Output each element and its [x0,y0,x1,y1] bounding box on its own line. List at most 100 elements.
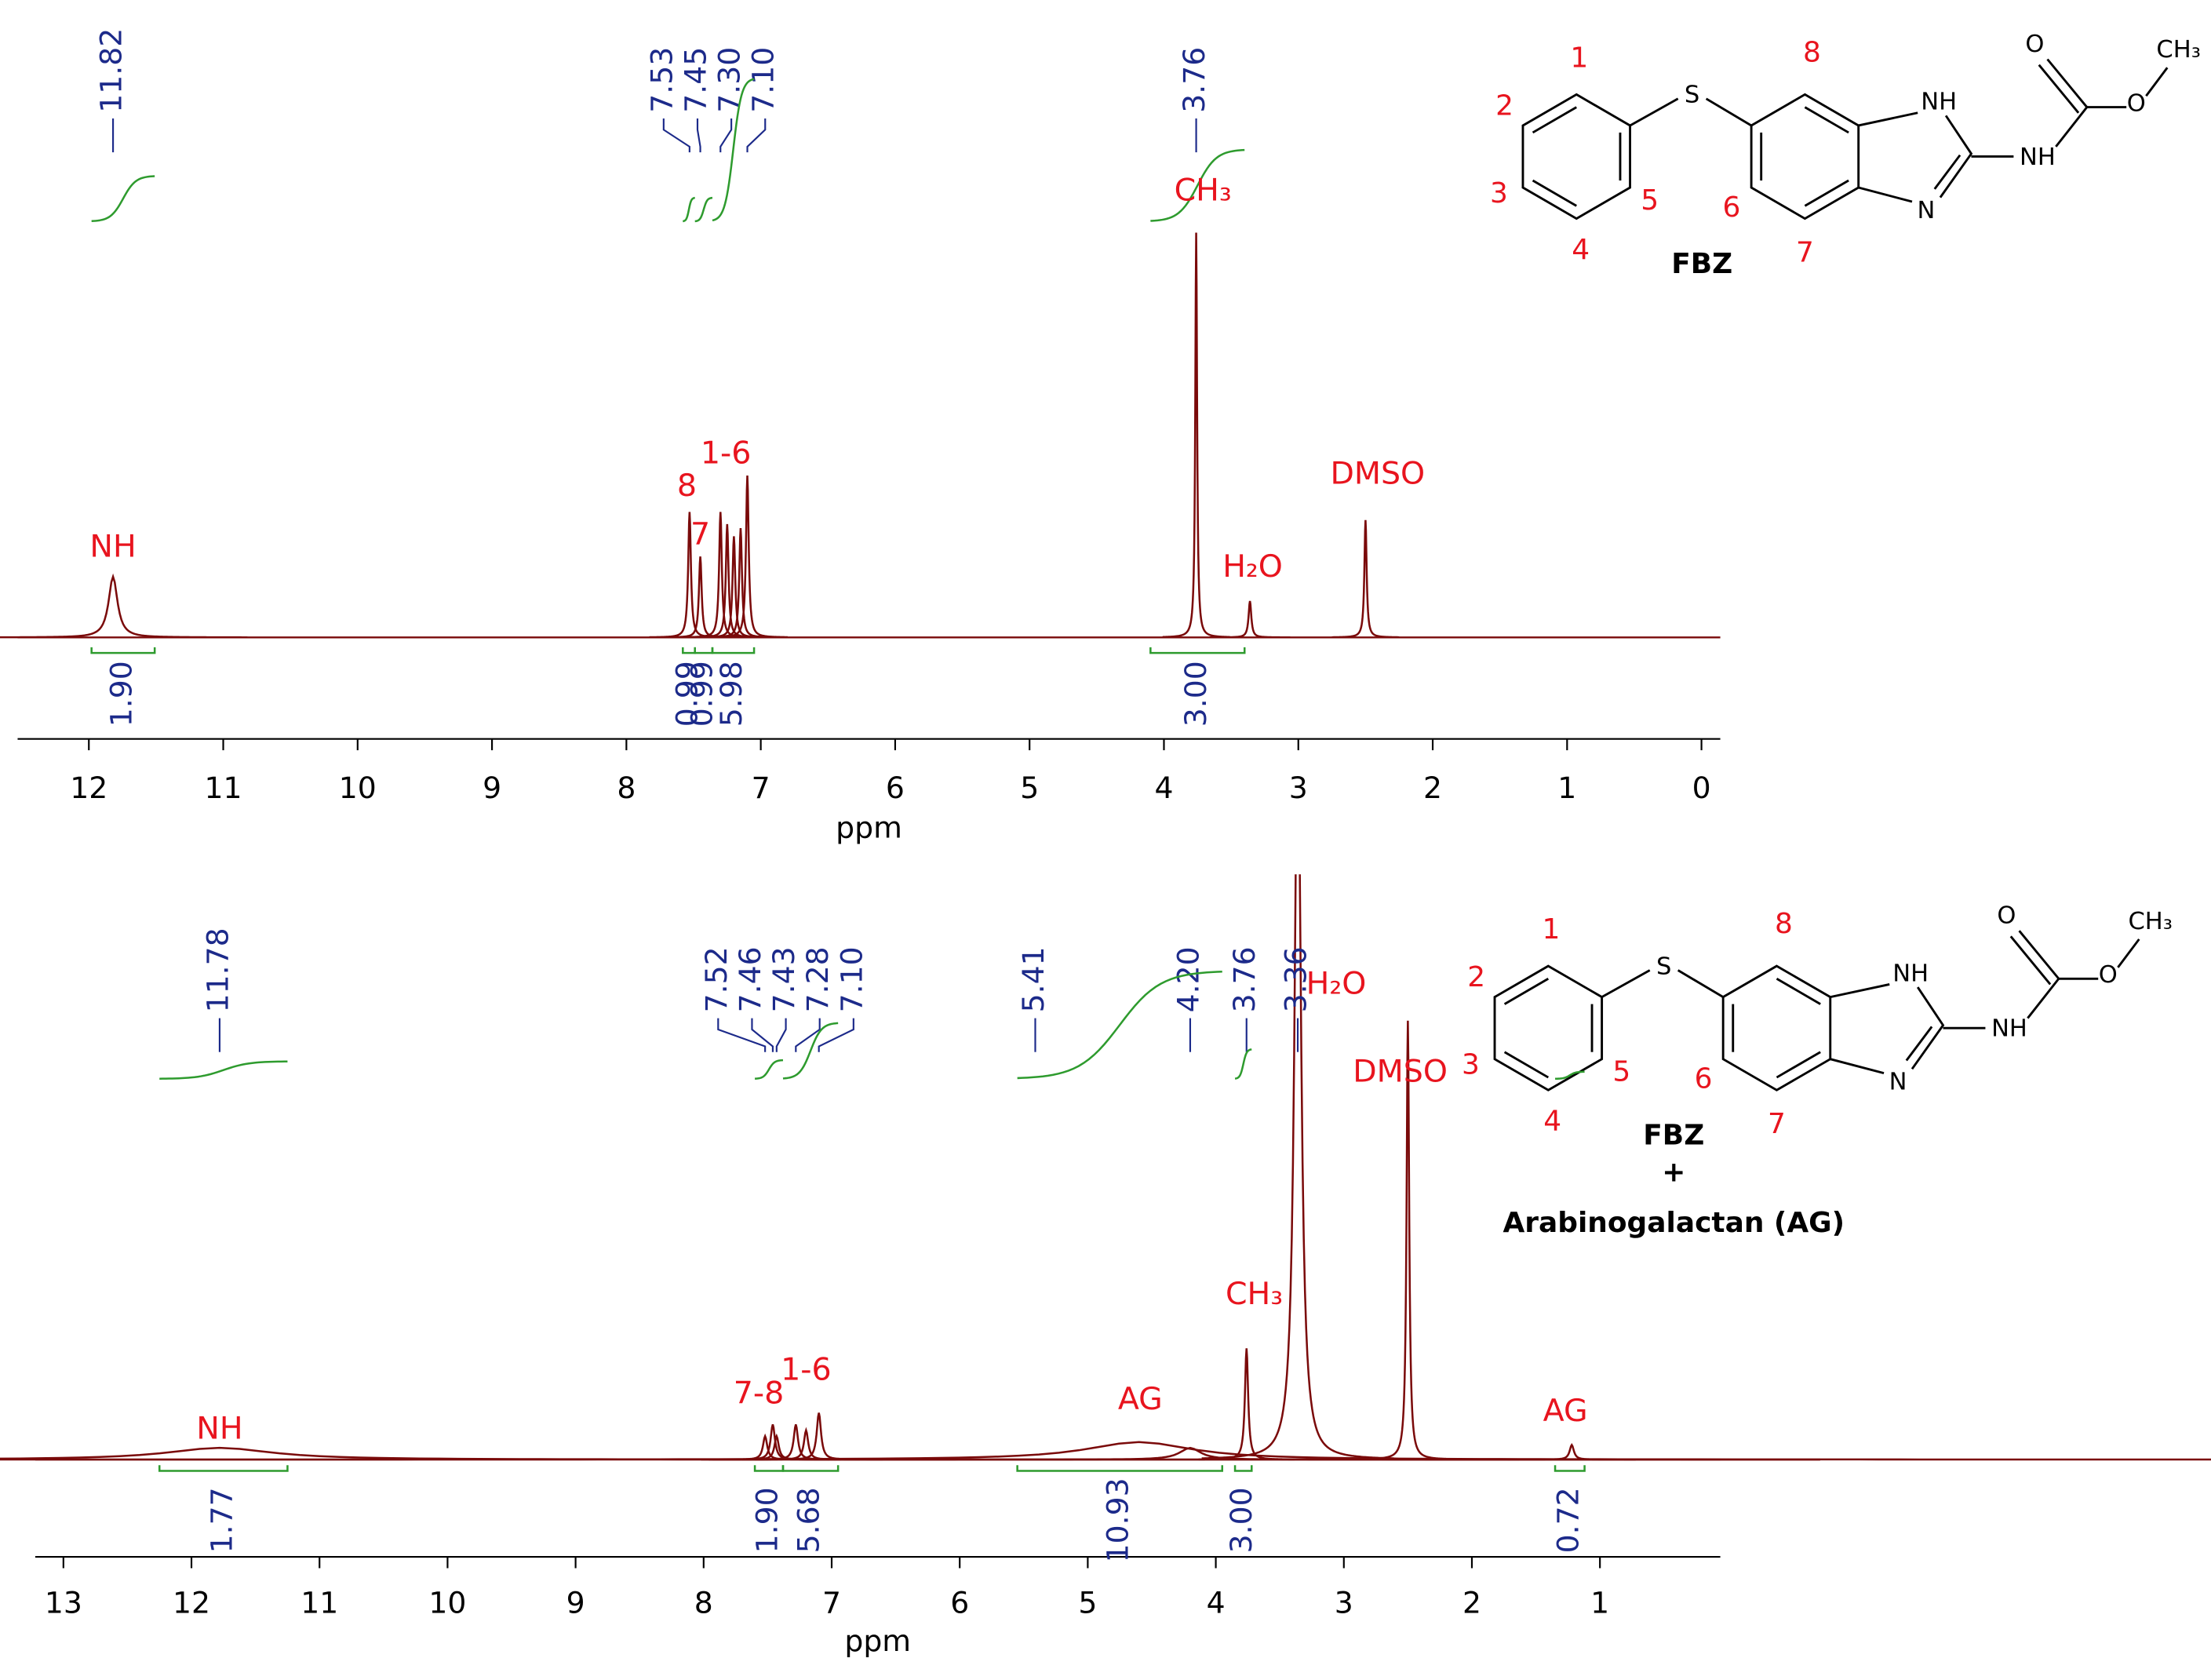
peak-annotation: 7-8 [734,1376,785,1412]
atom-number: 2 [1495,90,1513,122]
atom-number: 4 [1572,234,1590,266]
peak [1331,519,1400,639]
x-tick-label: 6 [886,771,905,805]
bond [1532,179,1577,207]
bond [2046,58,2088,108]
atom-number: 1 [1570,42,1588,74]
peak [0,573,248,639]
x-tick-label: 1 [1557,771,1576,805]
peak-annotation: H₂O [1306,965,1367,1001]
compound-name: FBZ [1643,1120,1704,1152]
shift-label: 7.43 [767,946,801,1012]
bond [2117,938,2140,968]
shift-label: 11.78 [200,927,235,1012]
x-tick-label: 2 [1423,771,1442,805]
x-tick-label: 11 [301,1586,338,1620]
peak-annotation: NH [196,1410,242,1446]
x-tick-label: 10 [428,1586,466,1620]
x-tick-label: 5 [1078,1586,1097,1620]
peak-annotation: 1-6 [701,435,752,472]
bond [1532,106,1577,134]
atom: O [2099,961,2118,989]
integral-bracket [694,647,714,654]
shift-label: 7.28 [800,946,835,1012]
integral-bracket [781,1465,840,1472]
bond [1705,97,1752,127]
atom-number: 6 [1723,191,1741,224]
bond [2009,935,2052,986]
caption: + [1662,1156,1685,1188]
atom-number: 6 [1695,1063,1713,1095]
atom: CH₃ [2128,908,2173,935]
integral-label: 3.00 [1178,661,1213,727]
bond [2055,106,2127,148]
x-tick-label: 1 [1590,1586,1609,1620]
atom: NH [1892,960,1929,987]
bond [2018,930,2060,980]
atom: S [1656,953,1671,980]
shift-label: 11.82 [94,28,129,113]
atom: N [1918,197,1936,224]
peak-annotation: H₂O [1222,548,1283,585]
bond [1503,978,1550,1005]
peak [1507,1443,1636,1461]
bond [1939,115,1973,199]
integral-label: 5.68 [792,1487,826,1553]
bond [1601,969,1651,998]
integral-bracket [682,647,696,654]
shift-label: 7.30 [712,47,747,113]
bond [2145,67,2169,97]
peak [1201,874,1394,1460]
atom-number: 8 [1803,36,1821,68]
peak-annotation: 7 [690,516,710,552]
x-tick-label: 13 [45,1586,82,1620]
atom: NH [2020,144,2056,171]
atom: NH [1991,1015,2027,1042]
bond [1804,106,1849,134]
structure: 1 2 3 4 5 6 7 8 S NH N NH O O CH₃ FBZ [1490,31,2201,280]
integral-label: 0.99 [670,661,705,727]
peak [0,1441,2211,1461]
shift-label: 7.45 [678,47,712,113]
integral-curve [1555,1070,1585,1081]
integral-curve [1234,1048,1252,1080]
shift-connector [751,1018,774,1052]
x-tick-label: 7 [822,1586,841,1620]
atom-number: 2 [1467,961,1485,993]
x-tick-label: 2 [1462,1586,1481,1620]
bond [1776,978,1821,1005]
integral-curve [683,196,695,223]
peak [1209,600,1291,639]
integral-bracket [1554,1465,1586,1472]
integral-bracket [1149,647,1246,654]
shift-label: 5.41 [1016,946,1051,1012]
peak [869,1446,1510,1461]
x-tick-label: 9 [483,771,501,805]
peak [707,475,788,639]
bond [1858,186,1913,203]
integral-curve [159,1060,288,1080]
shift-connector [719,118,733,153]
integral-curve [782,1022,839,1080]
compound-name: FBZ [1671,248,1732,280]
bond [1629,97,1679,127]
peak-annotation: AG [1543,1393,1588,1429]
peak [649,512,730,639]
bond [1776,1051,1821,1079]
peak-annotation: CH₃ [1226,1276,1283,1312]
bond [1858,111,1918,127]
integral-label: 0.99 [684,661,719,727]
shift-label: 7.46 [733,946,767,1012]
bond [1905,1026,1933,1062]
atom-number: 7 [1796,236,1814,268]
shift-connector [795,1018,821,1052]
peak-annotation: DMSO [1330,456,1425,492]
atom: O [1997,902,2016,930]
x-tick-label: 11 [205,771,242,805]
integral-bracket [1233,1465,1253,1472]
x-tick-label: 8 [617,771,636,805]
bond [1503,1051,1550,1079]
integral-bracket [753,1465,785,1472]
x-tick-label: 6 [950,1586,969,1620]
integral-curve [712,78,755,222]
